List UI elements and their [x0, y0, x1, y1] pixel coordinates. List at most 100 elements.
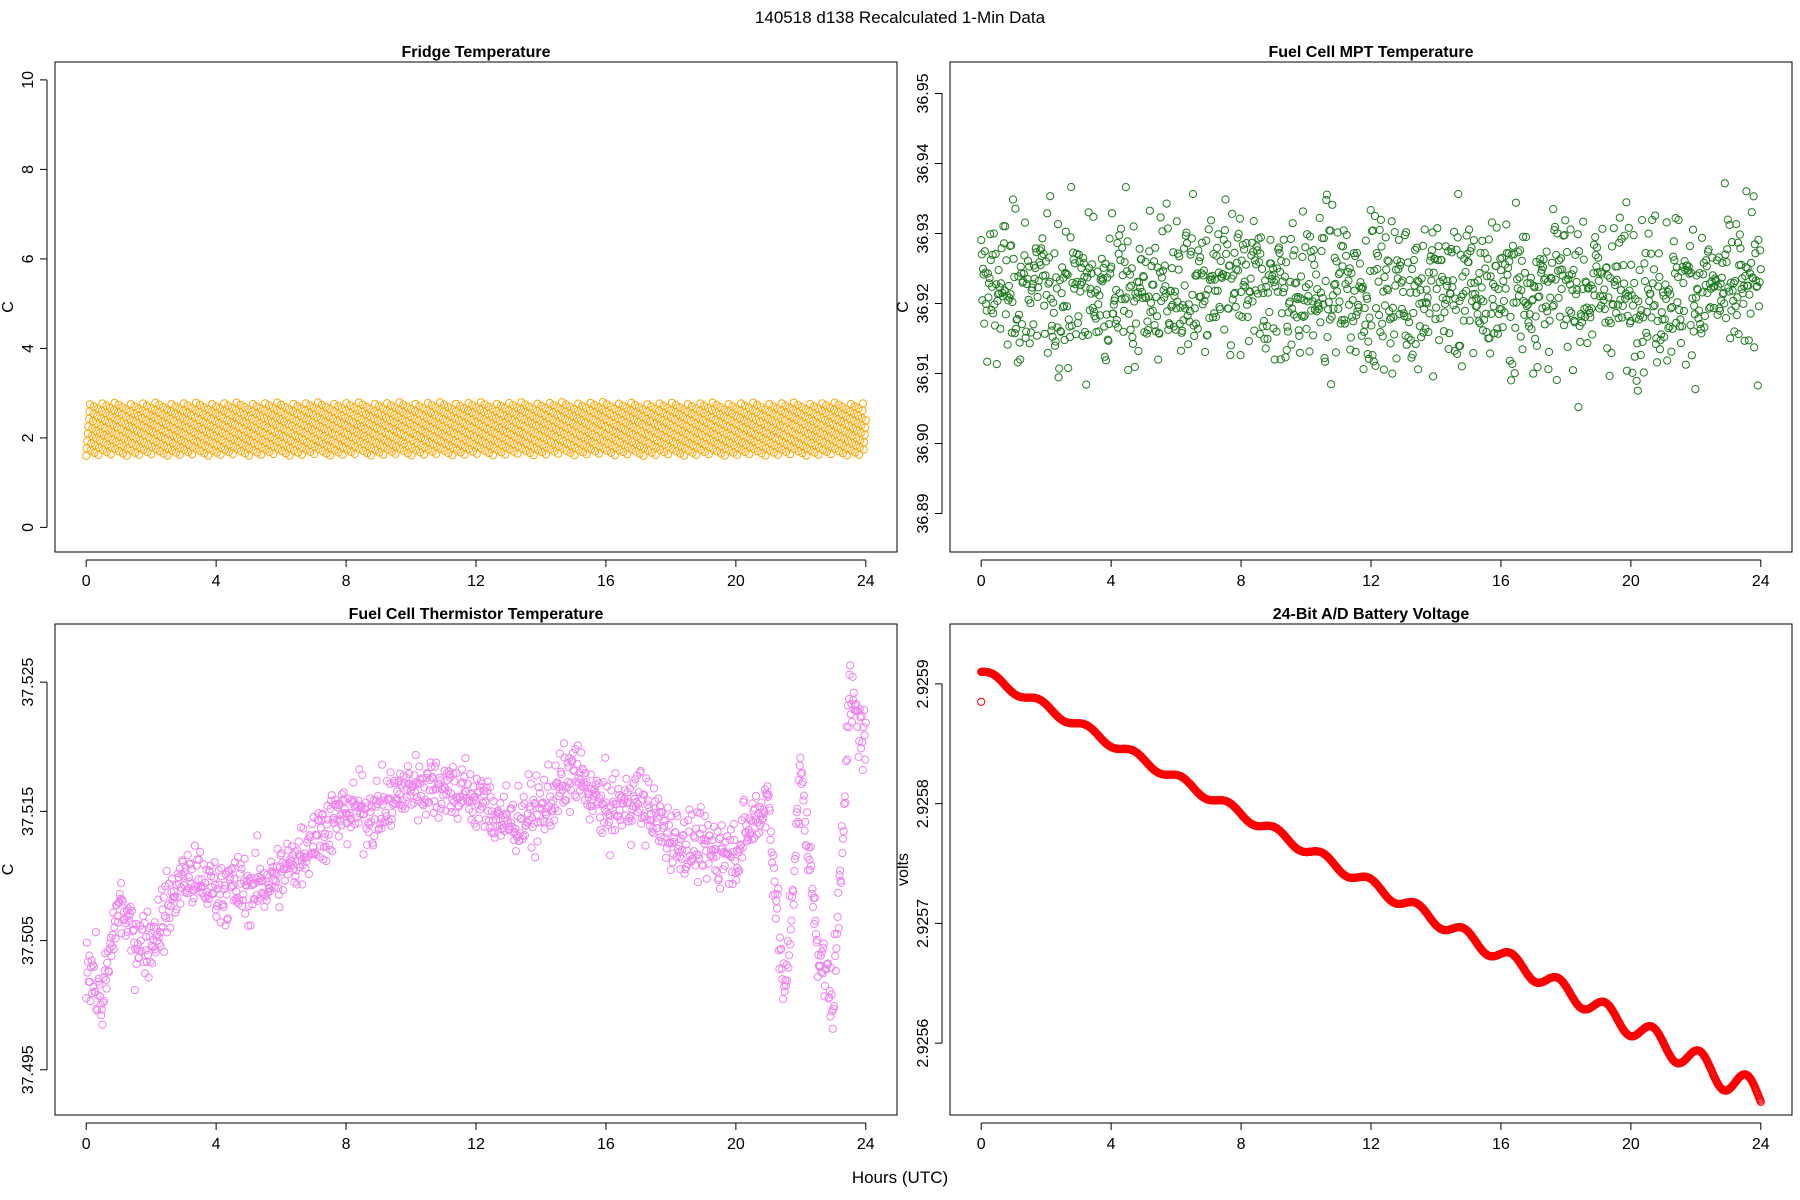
data-point	[439, 400, 449, 409]
data-point	[790, 867, 799, 876]
data-point	[91, 928, 100, 937]
data-point	[160, 947, 169, 957]
data-point	[511, 847, 521, 856]
data-point	[179, 399, 188, 408]
data-point	[1661, 280, 1670, 289]
data-point	[358, 771, 367, 780]
data-point	[1279, 235, 1288, 244]
data-point	[317, 400, 326, 409]
data-point	[1576, 337, 1585, 346]
data-point	[1246, 274, 1255, 283]
figure-xlabel: Hours (UTC)	[851, 1168, 949, 1187]
data-point	[664, 820, 674, 830]
data-point	[796, 753, 805, 763]
data-point	[237, 864, 246, 873]
data-point	[1484, 235, 1494, 244]
data-point	[1134, 346, 1143, 356]
data-point	[598, 398, 607, 407]
data-point	[1673, 298, 1682, 307]
data-point	[370, 399, 379, 408]
data-point	[1551, 275, 1560, 284]
data-point	[252, 402, 261, 411]
panel-title: 24-Bit A/D Battery Voltage	[1273, 606, 1470, 623]
data-point	[1689, 327, 1698, 336]
data-point	[334, 832, 343, 841]
data-point	[1387, 217, 1396, 226]
data-point	[1236, 351, 1245, 360]
data-point	[1510, 369, 1519, 378]
data-point	[693, 878, 702, 887]
data-point	[1322, 190, 1332, 199]
data-point	[837, 822, 846, 831]
data-point	[663, 403, 672, 412]
y-tick-label: 37.515	[20, 787, 37, 836]
data-point	[1408, 265, 1417, 274]
data-point	[1533, 363, 1542, 372]
data-point	[1687, 351, 1696, 360]
data-point	[1598, 224, 1607, 233]
data-point	[1534, 282, 1543, 291]
data-point	[1333, 287, 1342, 296]
data-point	[107, 952, 116, 961]
y-axis-label: C	[0, 864, 17, 876]
data-point	[606, 402, 615, 411]
data-point	[1643, 285, 1653, 294]
data-point	[1499, 296, 1509, 306]
data-point	[1071, 330, 1081, 339]
data-point	[500, 404, 509, 413]
data-point	[395, 398, 404, 407]
y-axis-label: C	[895, 301, 912, 313]
data-point	[1730, 276, 1740, 286]
data-point	[1739, 299, 1748, 308]
data-point	[1477, 283, 1486, 292]
data-point	[808, 884, 817, 894]
data-point	[1050, 249, 1059, 258]
data-point	[529, 404, 538, 413]
data-point	[772, 904, 782, 913]
data-point	[386, 401, 396, 410]
data-point	[298, 880, 307, 889]
data-point	[1089, 212, 1098, 221]
data-point	[1256, 233, 1266, 242]
data-point	[663, 829, 672, 838]
data-point	[1034, 276, 1043, 285]
data-point	[1632, 376, 1641, 385]
data-point	[248, 400, 257, 409]
data-point	[784, 951, 794, 960]
data-point	[1196, 253, 1205, 262]
data-point	[423, 399, 432, 408]
data-point	[1207, 216, 1216, 225]
data-point	[828, 1024, 837, 1033]
data-point	[607, 786, 616, 795]
data-point	[1118, 271, 1127, 280]
data-point	[1624, 223, 1633, 232]
data-point	[1545, 316, 1554, 325]
data-point	[622, 403, 631, 413]
data-point	[687, 402, 697, 411]
data-point	[578, 401, 587, 410]
data-point	[586, 398, 595, 407]
data-point	[1277, 309, 1287, 318]
data-point	[799, 791, 809, 800]
data-point	[1009, 254, 1018, 263]
data-point	[1040, 329, 1049, 338]
data-point	[732, 404, 741, 413]
x-tick-label: 0	[82, 1136, 91, 1153]
data-points	[82, 661, 870, 1033]
data-point	[1568, 366, 1578, 375]
y-tick-label: 37.505	[20, 916, 37, 965]
data-point	[1319, 234, 1329, 243]
data-point	[1378, 319, 1387, 328]
data-point	[414, 816, 423, 825]
data-point	[1156, 213, 1165, 222]
data-point	[861, 718, 870, 727]
x-tick-label: 4	[1107, 1136, 1116, 1153]
data-point	[190, 841, 199, 850]
data-point	[744, 403, 753, 412]
data-point	[275, 903, 284, 912]
data-point	[480, 400, 489, 409]
data-point	[839, 827, 848, 836]
data-point	[1750, 343, 1759, 352]
data-point	[801, 817, 810, 826]
y-tick-label: 2.9258	[915, 779, 932, 828]
